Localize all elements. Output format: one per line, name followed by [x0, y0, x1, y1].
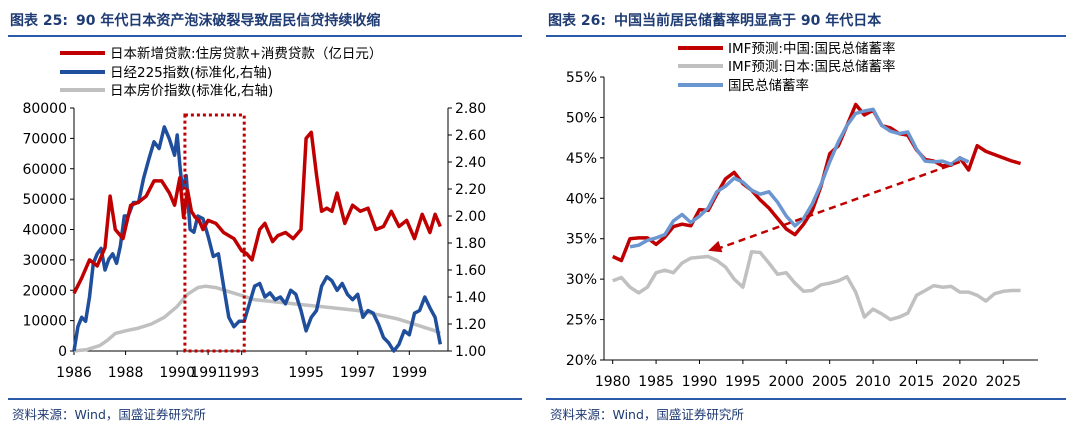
left-figure-number: 图表 25:: [10, 13, 68, 29]
right-chart-title: 图表 26: 中国当前居民储蓄率明显高于 90 年代日本: [548, 10, 889, 30]
series-line-1: [72, 130, 442, 295]
x-tick-label: 1995: [725, 374, 761, 390]
y-right-tick-label: 1.00: [455, 344, 486, 360]
series-line-1: [611, 102, 1022, 263]
y-right-tick-label: 2.80: [455, 101, 486, 117]
x-tick-label: 1997: [340, 365, 376, 381]
y-right-tick-label: 1.40: [455, 290, 486, 306]
series-line-3: [629, 107, 970, 249]
legend-label-3: 国民总储蓄率: [728, 77, 809, 94]
right-figure-number: 图表 26:: [548, 13, 606, 29]
x-tick-label: 1990: [682, 374, 718, 390]
legend-label-2: 日经225指数(标准化,右轴): [110, 65, 272, 81]
y-right-tick-label: 1.60: [455, 263, 486, 279]
x-tick-label: 2005: [812, 374, 848, 390]
right-source-rule: [546, 398, 1066, 400]
legend-label-2: IMF预测:日本:国民总储蓄率: [728, 58, 896, 75]
series-line-3: [73, 284, 442, 353]
x-tick-label: 1985: [638, 374, 674, 390]
x-tick-label: 1980: [595, 374, 631, 390]
y-left-tick-label: 10000: [22, 314, 67, 330]
y-tick-label: 25%: [566, 313, 597, 329]
y-left-tick-label: 20000: [22, 283, 67, 299]
y-left-tick-label: 70000: [22, 131, 67, 147]
annotation-arrow-line: [719, 160, 961, 250]
x-tick-label: 2000: [768, 374, 804, 390]
y-right-tick-label: 2.20: [455, 182, 486, 198]
y-tick-label: 40%: [566, 191, 597, 207]
right-chart-panel: 图表 26: 中国当前居民储蓄率明显高于 90 年代日本 20% 25% 30% 35%…: [538, 0, 1074, 433]
y-left-tick-label: 30000: [22, 253, 67, 269]
y-tick-label: 50%: [566, 110, 597, 126]
y-left-tick-label: 0: [58, 344, 67, 360]
y-tick-label: 55%: [566, 70, 597, 86]
left-source-rule: [8, 398, 522, 400]
legend-label-3: 日本房价指数(标准化,右轴): [110, 83, 273, 99]
right-chart: 20% 25% 30% 35% 40% 45% 50% 55% 1980 1985 1990 1995…: [566, 40, 1038, 390]
y-tick-label: 45%: [566, 151, 597, 167]
left-chart: 0 10000 20000 30000 40000 50000 60000 70000 8000…: [22, 46, 486, 381]
y-right-tick-label: 2.40: [455, 155, 486, 171]
right-title-rule: [546, 35, 1066, 37]
left-source: 资料来源：Wind，国盛证券研究所: [12, 407, 206, 422]
x-tick-label: 1995: [288, 365, 324, 381]
left-chart-panel: 图表 25: 90 年代日本资产泡沫破裂导致居民信贷持续收缩 0 10000 2000…: [0, 0, 530, 433]
x-tick-label: 1988: [108, 365, 144, 381]
x-tick-label: 2025: [985, 374, 1021, 390]
annotation-arrow-head: [708, 240, 723, 253]
y-left-tick-label: 60000: [22, 162, 67, 178]
y-right-tick-label: 1.20: [455, 317, 486, 333]
x-tick-label: 1999: [391, 365, 427, 381]
right-title-text: 中国当前居民储蓄率明显高于 90 年代日本: [613, 13, 882, 29]
series-line-2: [612, 249, 1021, 322]
y-right-tick-label: 2.60: [455, 128, 486, 144]
x-tick-label: 1991: [190, 365, 226, 381]
y-right-tick-label: 2.00: [455, 209, 486, 225]
legend-label-1: 日本新增贷款:住房贷款+消费贷款（亿日元）: [110, 46, 382, 62]
series-line-2: [72, 125, 443, 353]
left-title-rule: [8, 35, 522, 37]
legend-label-1: IMF预测:中国:国民总储蓄率: [728, 40, 896, 57]
right-source: 资料来源：Wind，国盛证券研究所: [550, 407, 744, 422]
y-left-tick-label: 80000: [22, 101, 67, 117]
y-tick-label: 35%: [566, 232, 597, 248]
x-tick-label: 1993: [224, 365, 260, 381]
x-tick-label: 2015: [899, 374, 935, 390]
left-title-text: 90 年代日本资产泡沫破裂导致居民信贷持续收缩: [75, 13, 381, 29]
y-left-tick-label: 40000: [22, 223, 67, 239]
x-tick-label: 1986: [56, 365, 92, 381]
left-chart-title: 图表 25: 90 年代日本资产泡沫破裂导致居民信贷持续收缩: [10, 10, 388, 30]
x-tick-label: 1990: [159, 365, 195, 381]
y-left-tick-label: 50000: [22, 192, 67, 208]
y-tick-label: 30%: [566, 272, 597, 288]
highlight-box: [183, 113, 246, 353]
x-tick-label: 2020: [942, 374, 978, 390]
x-tick-label: 2010: [855, 374, 891, 390]
y-right-tick-label: 1.80: [455, 236, 486, 252]
y-tick-label: 20%: [566, 353, 597, 369]
